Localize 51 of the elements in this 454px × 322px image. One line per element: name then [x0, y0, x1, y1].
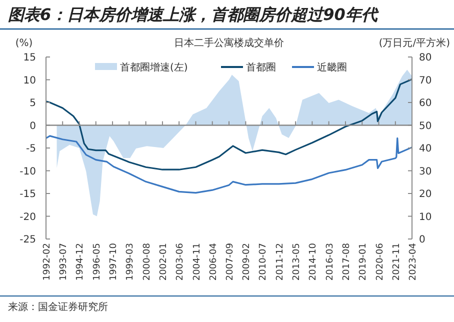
x-tick-label: 1992-02: [42, 243, 52, 281]
x-tick-label: 2007-09: [226, 242, 236, 281]
x-tick-label: 2010-07: [258, 243, 269, 281]
y-tick-label: -20: [20, 212, 36, 223]
y2-tick-label: 30: [419, 166, 432, 178]
chart-subtitle: 日本二手公寓楼成交单价: [174, 37, 284, 49]
chart-title: 图表6：日本房价增速上涨，首都圈房价超过90年代: [8, 5, 380, 24]
y-axis-title: (%): [15, 38, 33, 49]
x-tick-label: 2021-11: [392, 243, 402, 281]
x-tick-label: 2006-04: [208, 242, 219, 281]
y-tick-label: -15: [20, 189, 36, 200]
y2-tick-label: 80: [419, 52, 432, 64]
y2-tick-label: 10: [419, 212, 432, 223]
y-tick-label: -25: [20, 234, 36, 246]
y-tick-label: -5: [26, 144, 36, 154]
x-tick-label: 2023-04: [408, 242, 418, 281]
x-tick-label: 2009-02: [242, 243, 252, 281]
x-tick-label: 2017-08: [342, 242, 352, 281]
x-tick-label: 2013-05: [292, 243, 302, 281]
legend-label: 首都圈: [246, 62, 276, 74]
legend-label: 近畿圈: [317, 62, 347, 74]
y2-tick-label: 50: [419, 120, 432, 132]
x-tick-label: 2003-06: [176, 242, 186, 281]
y-tick-label: -10: [20, 166, 36, 178]
x-tick-label: 2000-08: [142, 242, 152, 281]
line-series: [45, 135, 413, 194]
line-series: [45, 78, 413, 170]
y2-tick-label: 0: [419, 234, 426, 246]
y-tick-label: 15: [23, 52, 36, 64]
y2-tick-label: 70: [419, 75, 432, 86]
x-tick-label: 2020-06: [375, 242, 386, 281]
legend-label: 首都圈增速(左): [120, 62, 188, 74]
y-tick-label: 5: [30, 98, 36, 109]
x-tick-label: 2014-10: [308, 242, 319, 281]
x-tick-label: 2019-01: [358, 243, 369, 281]
y2-axis-title: (万日元/平方米): [378, 37, 450, 49]
source-note: 来源：国金证券研究所: [8, 301, 108, 313]
y-tick-label: 0: [30, 120, 36, 132]
y2-tick-label: 60: [419, 98, 432, 109]
x-tick-label: 2004-11: [192, 243, 202, 281]
y2-tick-label: 20: [419, 189, 432, 200]
x-tick-label: 1999-03: [126, 243, 136, 281]
x-tick-label: 1994-12: [76, 243, 86, 281]
x-tick-label: 2016-03: [325, 243, 336, 281]
x-tick-label: 2002-01: [158, 243, 169, 281]
y2-tick-label: 40: [419, 144, 432, 154]
x-tick-label: 1993-07: [59, 243, 70, 281]
x-tick-label: 1996-05: [92, 243, 102, 281]
y-tick-label: 10: [23, 75, 36, 86]
x-tick-label: 1997-10: [109, 242, 120, 281]
x-tick-label: 2011-12: [275, 243, 286, 281]
